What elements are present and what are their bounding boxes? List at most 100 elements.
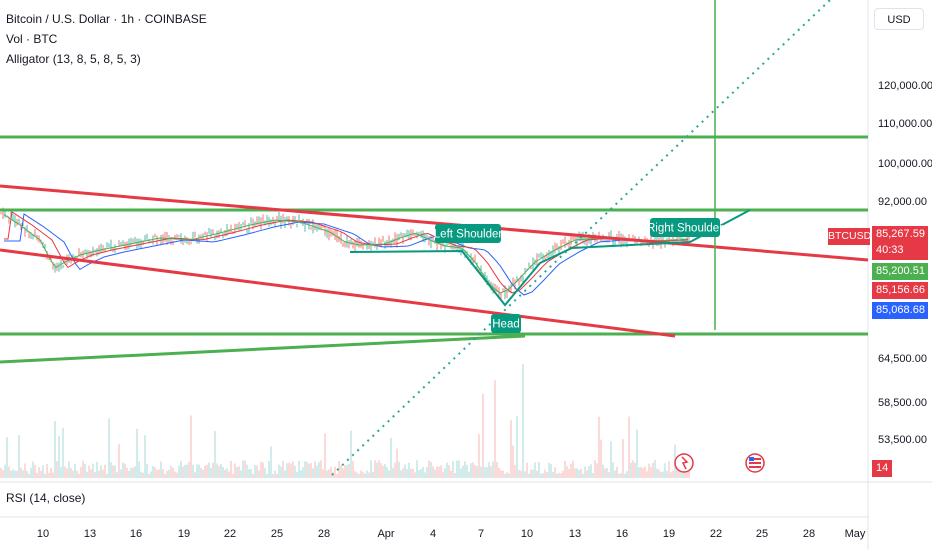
volume-bar xyxy=(242,460,244,478)
volume-bar xyxy=(260,461,262,478)
volume-bar xyxy=(214,431,216,478)
volume-bar xyxy=(320,460,322,478)
crypto-event-icon[interactable] xyxy=(674,453,694,473)
x-tick: 25 xyxy=(756,528,768,540)
volume-bar xyxy=(606,467,608,478)
volume-bar xyxy=(596,463,598,478)
volume-bar xyxy=(622,439,624,478)
volume-bar xyxy=(102,469,104,478)
volume-indicator-label[interactable]: Vol · BTC xyxy=(6,32,58,46)
volume-bar xyxy=(408,462,410,478)
volume-bar xyxy=(356,472,358,478)
volume-bar xyxy=(174,471,176,478)
alligator-indicator-label[interactable]: Alligator (13, 8, 5, 8, 5, 3) xyxy=(6,52,141,66)
volume-bar xyxy=(30,467,32,478)
volume-bar xyxy=(520,470,522,478)
annotation-left-shoulder: Left Shoulder xyxy=(434,224,502,243)
chart-title[interactable]: Bitcoin / U.S. Dollar · 1h · COINBASE xyxy=(6,12,207,26)
volume-bar xyxy=(230,460,232,478)
volume-bar xyxy=(600,439,602,478)
last-price-tag: 85,267.59 40:33 xyxy=(872,226,928,260)
volume-bar xyxy=(586,470,588,478)
volume-bar xyxy=(346,465,348,478)
volume-bar xyxy=(244,460,246,478)
volume-bar xyxy=(36,472,38,478)
volume-bar xyxy=(392,467,394,478)
volume-bar xyxy=(104,464,106,478)
volume-bar xyxy=(170,465,172,478)
volume-bar xyxy=(64,466,66,478)
volume-bar xyxy=(396,448,398,478)
x-tick: 16 xyxy=(616,528,628,540)
volume-bar xyxy=(6,437,8,478)
volume-bar xyxy=(558,472,560,478)
volume-bar xyxy=(300,470,302,478)
volume-bar xyxy=(666,470,668,478)
volume-bar xyxy=(142,472,144,478)
y-axis[interactable]: 120,000.00 110,000.00 100,000.00 92,000.… xyxy=(878,80,932,446)
volume-bar xyxy=(646,471,648,478)
volume-bar xyxy=(50,467,52,478)
volume-bar xyxy=(566,466,568,478)
volume-bar xyxy=(492,461,494,478)
volume-bar xyxy=(90,469,92,478)
volume-bar xyxy=(340,465,342,478)
volume-bar xyxy=(22,470,24,478)
volume-bar xyxy=(574,468,576,478)
volume-bar xyxy=(482,393,484,478)
volume-bar xyxy=(14,470,16,478)
volume-bar xyxy=(26,470,28,478)
volume-bar xyxy=(208,462,210,478)
volume-bar xyxy=(526,462,528,478)
volume-bar xyxy=(122,462,124,478)
alligator-line xyxy=(3,214,689,294)
x-tick: 28 xyxy=(318,528,330,540)
volume-bar xyxy=(620,473,622,478)
rsi-indicator-label[interactable]: RSI (14, close) xyxy=(6,491,86,505)
volume-bar xyxy=(654,460,656,478)
x-axis[interactable]: 10 13 16 19 22 25 28 Apr 4 7 10 13 16 19… xyxy=(37,528,866,540)
volume-bar xyxy=(322,469,324,478)
volume-bar xyxy=(324,433,326,478)
x-tick: 7 xyxy=(478,528,484,540)
y-tick: 100,000.00 xyxy=(878,158,932,170)
volume-bar xyxy=(608,472,610,478)
volume-bar xyxy=(282,460,284,478)
volume-bar xyxy=(314,461,316,478)
volume-bar xyxy=(158,469,160,478)
volume-bar xyxy=(34,464,36,478)
volume-bar xyxy=(48,472,50,478)
volume-bar xyxy=(404,464,406,478)
volume-bar xyxy=(664,463,666,478)
volume-bar xyxy=(376,462,378,478)
volume-bar xyxy=(670,472,672,478)
volume-bar xyxy=(610,441,612,478)
volume-bar xyxy=(310,462,312,478)
x-tick: 13 xyxy=(84,528,96,540)
volume-bar xyxy=(210,467,212,478)
volume-bar xyxy=(292,461,294,478)
rising-support-line xyxy=(0,334,526,364)
volume-bar xyxy=(268,460,270,478)
us-flag-event-icon[interactable] xyxy=(745,453,765,473)
volume-bar xyxy=(212,462,214,478)
volume-bar xyxy=(626,471,628,478)
volume-bar xyxy=(168,469,170,478)
volume-bar xyxy=(430,461,432,478)
volume-bar xyxy=(178,465,180,478)
volume-bar xyxy=(72,470,74,478)
volume-bar xyxy=(272,473,274,478)
volume-bar xyxy=(684,470,686,478)
currency-button[interactable]: USD xyxy=(874,8,924,30)
volume-bar xyxy=(580,468,582,478)
volume-bar xyxy=(442,472,444,478)
volume-bar xyxy=(368,472,370,478)
volume-bar xyxy=(274,470,276,478)
volume-bar xyxy=(284,470,286,478)
y-tick: 53,500.00 xyxy=(878,434,927,446)
volume-bar xyxy=(524,471,526,478)
volume-bar xyxy=(582,473,584,478)
volume-bar xyxy=(530,469,532,478)
volume-bar xyxy=(456,460,458,478)
